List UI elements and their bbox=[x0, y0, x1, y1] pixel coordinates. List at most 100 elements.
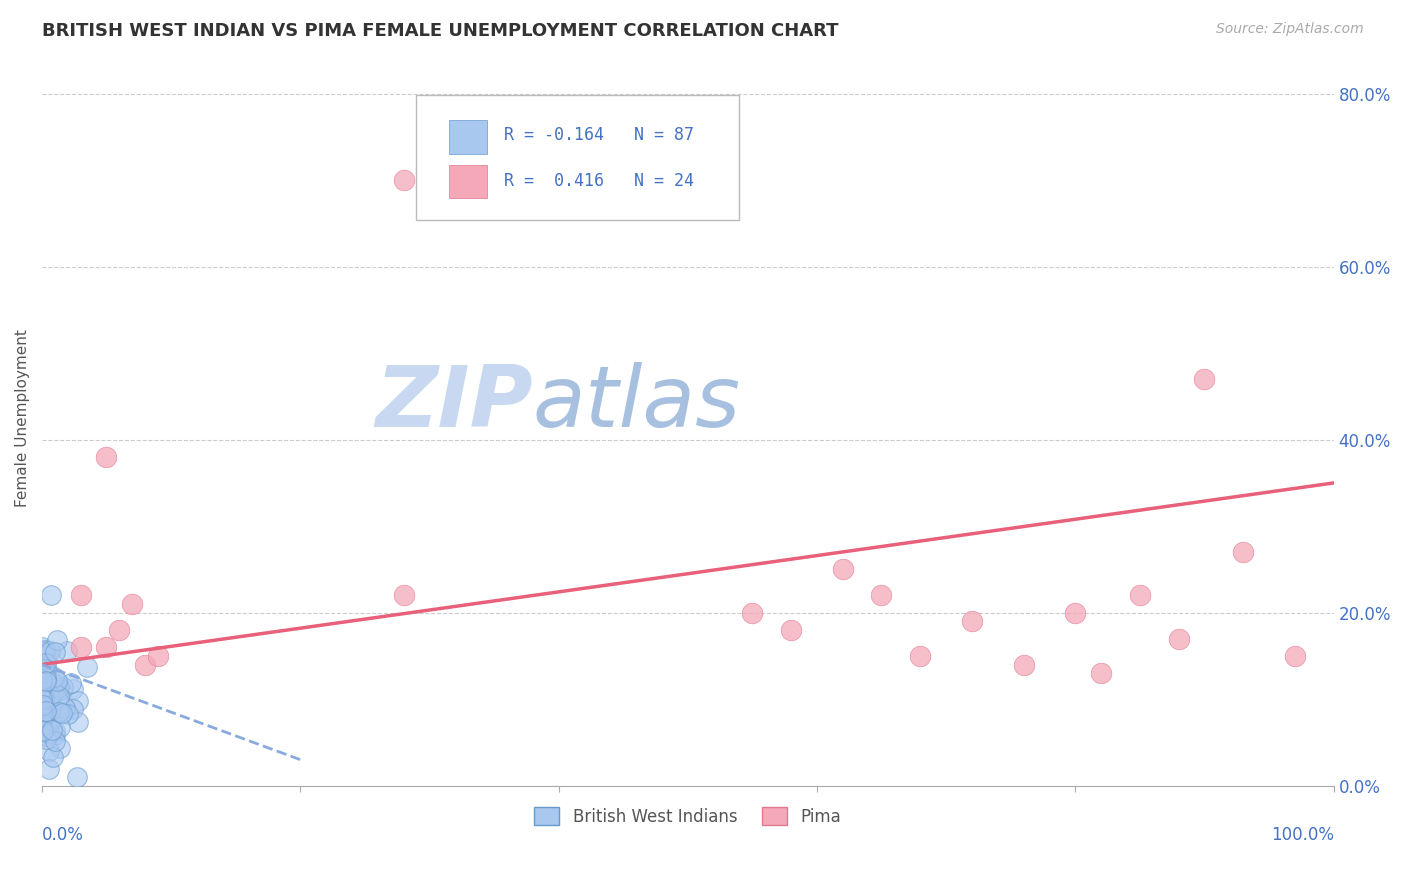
Point bbox=[1284, 648, 1306, 663]
Point bbox=[44, 728, 66, 742]
Point bbox=[1064, 606, 1087, 620]
Text: R =  0.416   N = 24: R = 0.416 N = 24 bbox=[505, 172, 695, 190]
Point bbox=[52, 681, 75, 695]
Point bbox=[32, 662, 55, 676]
Point bbox=[46, 681, 69, 696]
Point bbox=[39, 703, 62, 717]
Point bbox=[31, 723, 53, 738]
Point bbox=[62, 702, 84, 716]
Point bbox=[59, 675, 82, 690]
Text: BRITISH WEST INDIAN VS PIMA FEMALE UNEMPLOYMENT CORRELATION CHART: BRITISH WEST INDIAN VS PIMA FEMALE UNEMP… bbox=[42, 22, 839, 40]
Point bbox=[31, 702, 53, 716]
Point bbox=[31, 691, 53, 706]
Point bbox=[32, 707, 55, 722]
Point bbox=[134, 657, 156, 672]
Point bbox=[121, 597, 143, 611]
Point bbox=[69, 588, 91, 602]
Text: ZIP: ZIP bbox=[375, 362, 533, 445]
Point bbox=[910, 648, 932, 663]
Point bbox=[741, 606, 763, 620]
Point bbox=[32, 692, 55, 706]
Point bbox=[53, 701, 76, 715]
Point bbox=[46, 692, 69, 706]
Point bbox=[35, 673, 58, 688]
Point bbox=[35, 663, 58, 677]
Point bbox=[35, 644, 58, 658]
Point bbox=[48, 690, 70, 704]
Point bbox=[34, 674, 56, 689]
Point bbox=[780, 623, 803, 637]
FancyBboxPatch shape bbox=[416, 95, 740, 219]
Point bbox=[32, 691, 55, 706]
Point bbox=[31, 669, 53, 683]
Point bbox=[44, 734, 66, 748]
Point bbox=[41, 699, 63, 714]
Point bbox=[35, 671, 58, 685]
Point bbox=[39, 712, 62, 726]
Point bbox=[32, 698, 55, 712]
Point bbox=[108, 623, 131, 637]
Point bbox=[96, 450, 118, 464]
Point bbox=[31, 706, 53, 720]
Point bbox=[35, 731, 58, 746]
Point bbox=[66, 770, 89, 784]
Point bbox=[831, 562, 853, 576]
Point bbox=[32, 684, 55, 698]
Point bbox=[1129, 588, 1152, 602]
Y-axis label: Female Unemployment: Female Unemployment bbox=[15, 329, 30, 507]
Point bbox=[32, 705, 55, 719]
Point bbox=[51, 706, 73, 720]
Point bbox=[46, 673, 69, 688]
Point bbox=[49, 741, 72, 756]
Point bbox=[44, 645, 66, 659]
Point bbox=[38, 644, 60, 658]
Point bbox=[37, 698, 59, 712]
Point bbox=[44, 723, 66, 738]
Text: Source: ZipAtlas.com: Source: ZipAtlas.com bbox=[1216, 22, 1364, 37]
Point bbox=[32, 706, 55, 721]
Point bbox=[31, 724, 53, 739]
Point bbox=[34, 710, 56, 724]
Point bbox=[34, 643, 56, 657]
Point bbox=[146, 648, 169, 663]
Point bbox=[32, 661, 55, 675]
Point bbox=[34, 692, 56, 706]
Point bbox=[32, 658, 55, 673]
Point bbox=[31, 709, 53, 723]
Point bbox=[34, 665, 56, 680]
Point bbox=[960, 615, 983, 629]
Point bbox=[41, 701, 63, 715]
Point bbox=[37, 719, 59, 733]
Point bbox=[392, 173, 415, 187]
Text: 0.0%: 0.0% bbox=[42, 826, 84, 844]
Point bbox=[31, 640, 53, 655]
Point bbox=[96, 640, 118, 655]
Point bbox=[870, 588, 893, 602]
Point bbox=[32, 723, 55, 737]
Point bbox=[49, 720, 72, 734]
Point bbox=[32, 665, 55, 679]
Point bbox=[32, 645, 55, 659]
Point bbox=[31, 648, 53, 662]
Point bbox=[34, 706, 56, 720]
Point bbox=[34, 729, 56, 743]
Text: 100.0%: 100.0% bbox=[1271, 826, 1334, 844]
Point bbox=[38, 686, 60, 700]
Point bbox=[1012, 657, 1035, 672]
Text: R = -0.164   N = 87: R = -0.164 N = 87 bbox=[505, 126, 695, 144]
Point bbox=[55, 643, 77, 657]
FancyBboxPatch shape bbox=[449, 120, 488, 153]
Point bbox=[41, 723, 63, 737]
Point bbox=[1090, 666, 1112, 681]
Point bbox=[66, 714, 89, 729]
Point bbox=[38, 762, 60, 776]
Point bbox=[39, 695, 62, 709]
Point bbox=[35, 652, 58, 666]
Point bbox=[392, 588, 415, 602]
Point bbox=[48, 680, 70, 694]
FancyBboxPatch shape bbox=[449, 165, 488, 198]
Point bbox=[31, 681, 53, 695]
Point bbox=[38, 744, 60, 758]
Text: atlas: atlas bbox=[533, 362, 741, 445]
Legend: British West Indians, Pima: British West Indians, Pima bbox=[527, 801, 848, 832]
